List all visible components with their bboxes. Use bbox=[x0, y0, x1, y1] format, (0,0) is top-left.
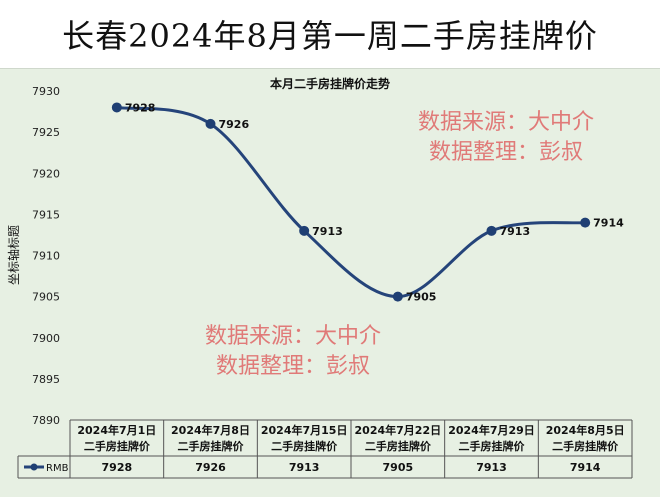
y-tick-label: 7895 bbox=[32, 373, 60, 386]
data-point bbox=[486, 225, 497, 236]
watermark-source: 数据来源：大中介 bbox=[205, 324, 382, 349]
table-category-label: 2024年8月5日 bbox=[546, 423, 625, 437]
table-category-label: 二手房挂牌价 bbox=[552, 439, 619, 453]
table-category-label: 2024年7月15日 bbox=[261, 423, 348, 437]
y-tick-label: 7900 bbox=[32, 332, 60, 345]
data-label: 7914 bbox=[593, 217, 624, 230]
table-category-label: 2024年7月1日 bbox=[77, 423, 156, 437]
data-point bbox=[299, 225, 310, 236]
series-points: 7928 7926 7913 7905 7913 7914 bbox=[111, 101, 624, 304]
table-value: 7913 bbox=[476, 461, 507, 474]
table-value: 7905 bbox=[383, 461, 414, 474]
y-tick-label: 7910 bbox=[32, 250, 60, 263]
table-category-label: 二手房挂牌价 bbox=[459, 439, 526, 453]
data-point bbox=[205, 118, 216, 129]
legend-key-marker bbox=[30, 463, 38, 471]
page-title: 长春2024年8月第一周二手房挂牌价 bbox=[0, 0, 660, 69]
legend-label: RMB bbox=[46, 463, 69, 474]
y-tick-label: 7915 bbox=[32, 208, 60, 221]
table-category-label: 2024年7月29日 bbox=[448, 423, 535, 437]
watermark-middle: 数据来源：大中介 数据整理：彭叔 bbox=[205, 322, 381, 382]
table-category-label: 二手房挂牌价 bbox=[178, 439, 245, 453]
watermark-top: 数据来源：大中介 数据整理：彭叔 bbox=[418, 108, 594, 168]
y-tick-labels: 7890 7895 7900 7905 7910 7915 7920 7925 7930 bbox=[32, 85, 60, 427]
data-table: 2024年7月1日二手房挂牌价2024年7月8日二手房挂牌价2024年7月15日… bbox=[17, 419, 633, 479]
table-category-label: 二手房挂牌价 bbox=[271, 439, 338, 453]
watermark-editor: 数据整理：彭叔 bbox=[429, 140, 584, 165]
y-tick-label: 7920 bbox=[32, 167, 60, 180]
table-category-label: 2024年7月22日 bbox=[355, 423, 442, 437]
watermark-editor: 数据整理：彭叔 bbox=[216, 354, 371, 379]
table-category-label: 二手房挂牌价 bbox=[365, 439, 432, 453]
table-value: 7913 bbox=[289, 461, 320, 474]
table-value: 7926 bbox=[195, 461, 226, 474]
data-label: 7905 bbox=[406, 291, 437, 304]
data-point bbox=[580, 217, 591, 228]
data-label: 7928 bbox=[125, 101, 156, 114]
y-tick-label: 7890 bbox=[32, 414, 60, 427]
data-label: 7926 bbox=[219, 118, 250, 131]
table-category-label: 2024年7月8日 bbox=[171, 423, 250, 437]
y-tick-label: 7930 bbox=[32, 85, 60, 98]
watermark-source: 数据来源：大中介 bbox=[418, 110, 595, 135]
chart-title: 本月二手房挂牌价走势 bbox=[270, 76, 390, 91]
table-category-label: 二手房挂牌价 bbox=[84, 439, 151, 453]
y-tick-label: 7905 bbox=[32, 291, 60, 304]
data-point bbox=[111, 102, 122, 113]
data-label: 7913 bbox=[500, 225, 531, 238]
data-label: 7913 bbox=[312, 225, 343, 238]
data-point bbox=[392, 291, 403, 302]
table-value: 7928 bbox=[102, 461, 133, 474]
y-axis-label: 坐标轴标题 bbox=[6, 225, 21, 285]
y-tick-label: 7925 bbox=[32, 126, 60, 139]
table-value: 7914 bbox=[570, 461, 601, 474]
